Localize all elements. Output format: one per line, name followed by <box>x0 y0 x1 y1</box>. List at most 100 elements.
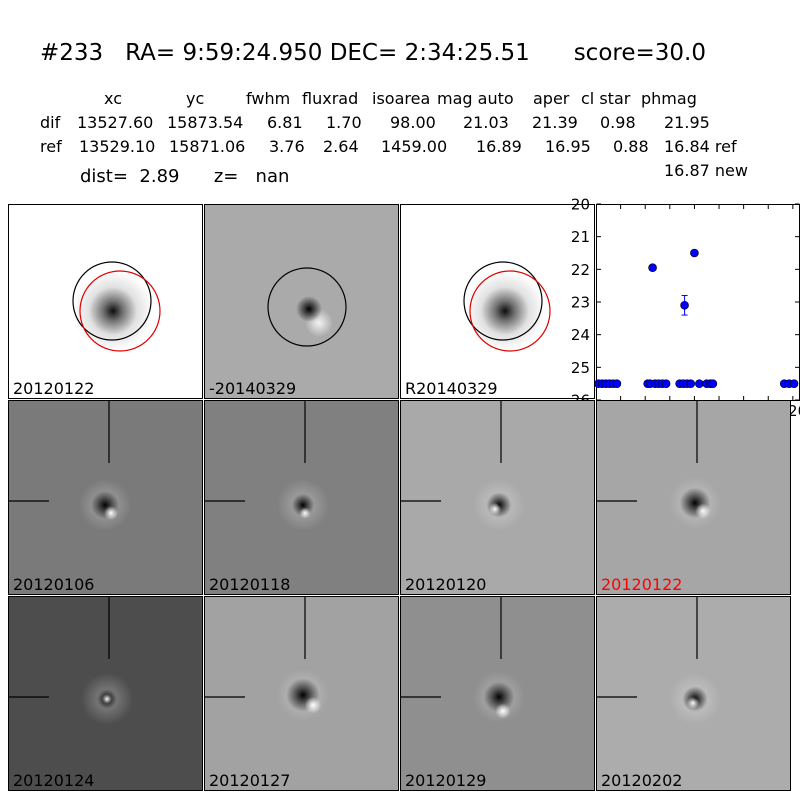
ref-fwhm: 3.76 <box>269 137 305 156</box>
z-label: z= <box>213 166 239 187</box>
epoch-stamp-image <box>9 597 133 725</box>
new-image-stamp <box>72 261 161 352</box>
y-tick-label: 25 <box>571 359 590 377</box>
data-point <box>708 379 718 388</box>
epoch-stamp-label: 20120120 <box>405 575 487 594</box>
source-blob <box>73 271 153 351</box>
epoch-stamp-image <box>401 401 525 531</box>
plot-frame <box>596 204 800 401</box>
epoch-stamp-image <box>597 597 721 725</box>
data-point <box>690 248 699 258</box>
data-point <box>686 379 696 388</box>
col-header-fwhm: fwhm <box>246 89 291 108</box>
panel-new-image: 20120122 <box>8 204 203 399</box>
epoch-stamp-image <box>205 597 329 721</box>
difference-image-stamp <box>267 267 347 347</box>
epoch-stamp-panel: 20120120 <box>400 400 595 595</box>
dif-xc: 13527.60 <box>77 113 154 132</box>
ref-aper: 16.95 <box>545 137 591 156</box>
epoch-stamp-label: 20120202 <box>601 771 683 790</box>
y-tick-label: 20 <box>571 196 590 214</box>
source-light-core <box>488 502 502 516</box>
epoch-stamp-panel: 20120129 <box>400 596 595 791</box>
dif-mag-auto: 21.03 <box>463 113 509 132</box>
source-light-core <box>495 703 511 719</box>
epoch-stamp-image <box>205 401 329 531</box>
dif-fluxrad: 1.70 <box>326 113 362 132</box>
dist-value: 2.89 <box>139 166 180 187</box>
epoch-stamp-image <box>9 401 131 531</box>
epoch-stamp-label: 20120106 <box>13 575 95 594</box>
col-header-aper: aper <box>533 89 570 108</box>
col-header-xc: xc <box>104 89 122 108</box>
ref-xc: 13529.10 <box>79 137 156 156</box>
epoch-stamp-panel: 20120127 <box>204 596 399 791</box>
y-tick-label: 24 <box>571 326 590 344</box>
epoch-stamp-label: 20120129 <box>405 771 487 790</box>
ref-cl-star: 0.88 <box>613 137 649 156</box>
aperture-circle-red <box>79 270 161 352</box>
epoch-stamp-image <box>597 401 721 529</box>
ra-value: 9:59:24.950 <box>182 40 323 66</box>
source-light-core <box>102 694 112 704</box>
data-point <box>648 263 657 273</box>
reference-image-stamp <box>463 261 551 352</box>
epoch-stamp-label: 20120122 <box>601 575 683 594</box>
z-value: nan <box>255 166 290 187</box>
epoch-stamp-label: 20120127 <box>209 771 291 790</box>
dif-cl-star: 0.98 <box>600 113 636 132</box>
panel-label: R20140329 <box>405 379 498 398</box>
dist-label: dist= <box>80 166 128 187</box>
aperture-circle-black <box>267 267 347 347</box>
ref-mag-auto: 16.89 <box>476 137 522 156</box>
source-blob <box>465 271 545 351</box>
panel-label: -20140329 <box>209 379 297 398</box>
epoch-stamp-panel: 20120124 <box>8 596 203 791</box>
data-point <box>680 300 689 310</box>
candidate-title: #233 RA= 9:59:24.950 DEC= 2:34:25.51 sco… <box>40 40 706 66</box>
aperture-circle-black <box>72 261 152 341</box>
dif-label: dif <box>40 113 61 132</box>
source-light-core <box>299 507 311 519</box>
epoch-stamp-panel: 20120106 <box>8 400 203 595</box>
source-light-core <box>104 506 118 520</box>
data-point <box>612 379 622 388</box>
col-header-phmag: phmag <box>641 89 697 108</box>
dif-isoarea: 98.00 <box>390 113 436 132</box>
dif-yc: 15873.54 <box>167 113 244 132</box>
col-header-yc: yc <box>186 89 205 108</box>
epoch-stamp-panel: 20120122 <box>596 400 791 595</box>
col-header-mag-auto: mag auto <box>437 89 514 108</box>
ref-phmag: 16.84 ref <box>664 137 737 156</box>
source-light-core <box>695 503 711 519</box>
panel-reference-image: R20140329 <box>400 204 595 399</box>
dif-aper: 21.39 <box>532 113 578 132</box>
epoch-stamp-label: 20120124 <box>13 771 95 790</box>
ra-label: RA= <box>125 40 176 66</box>
epoch-stamp-panel: 20120118 <box>204 400 399 595</box>
new-phmag: 16.87 new <box>664 161 748 180</box>
aperture-circle-black <box>463 261 543 341</box>
ref-yc: 15871.06 <box>169 137 246 156</box>
ref-fluxrad: 2.64 <box>323 137 359 156</box>
col-header-isoarea: isoarea <box>372 89 431 108</box>
score-value: score=30.0 <box>573 40 706 66</box>
col-header-fluxrad: fluxrad <box>302 89 359 108</box>
y-tick-label: 21 <box>571 228 590 246</box>
residual-dark <box>296 296 322 322</box>
aperture-circle-red <box>469 270 551 352</box>
source-light-core <box>304 696 322 714</box>
candidate-id: #233 <box>40 40 104 66</box>
dec-label: DEC= <box>329 40 398 66</box>
data-point <box>695 379 704 388</box>
data-point <box>661 379 671 388</box>
col-header-cl-star: cl star <box>581 89 631 108</box>
y-tick-label: 23 <box>571 294 590 312</box>
dif-fwhm: 6.81 <box>267 113 303 132</box>
epoch-stamp-label: 20120118 <box>209 575 291 594</box>
dec-value: 2:34:25.51 <box>404 40 530 66</box>
data-point <box>789 379 799 388</box>
y-tick-label: 22 <box>571 261 590 279</box>
epoch-stamp-image <box>401 597 525 723</box>
panel-difference-image: -20140329 <box>204 204 399 399</box>
